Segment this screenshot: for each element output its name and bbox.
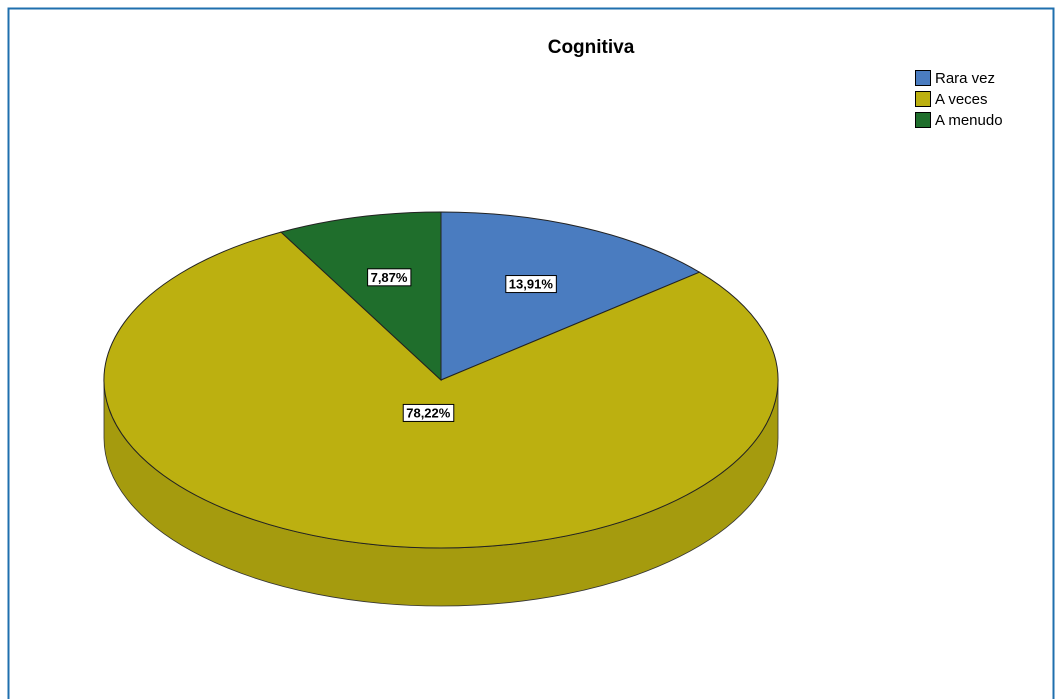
data-label: 13,91% bbox=[505, 275, 557, 294]
legend-label: Rara vez bbox=[935, 70, 995, 87]
legend-label: A menudo bbox=[935, 112, 1003, 129]
legend-label: A veces bbox=[935, 91, 988, 108]
data-label-box bbox=[402, 403, 455, 422]
data-label-box bbox=[367, 268, 412, 287]
data-label-text: 78,22% bbox=[406, 405, 451, 420]
data-label: 78,22% bbox=[402, 403, 455, 422]
pie-slice bbox=[103, 231, 779, 549]
data-label-text: 7,87% bbox=[371, 270, 408, 285]
data-label-text: 13,91% bbox=[509, 277, 554, 292]
legend-swatch bbox=[915, 91, 931, 107]
data-label: 7,87% bbox=[367, 268, 412, 287]
data-label-box bbox=[505, 275, 557, 294]
pie-slice bbox=[280, 211, 442, 382]
chart-title: Cognitiva bbox=[548, 37, 635, 58]
pie-slice bbox=[440, 211, 701, 381]
legend-swatch bbox=[915, 70, 931, 86]
legend-swatch bbox=[915, 112, 931, 128]
